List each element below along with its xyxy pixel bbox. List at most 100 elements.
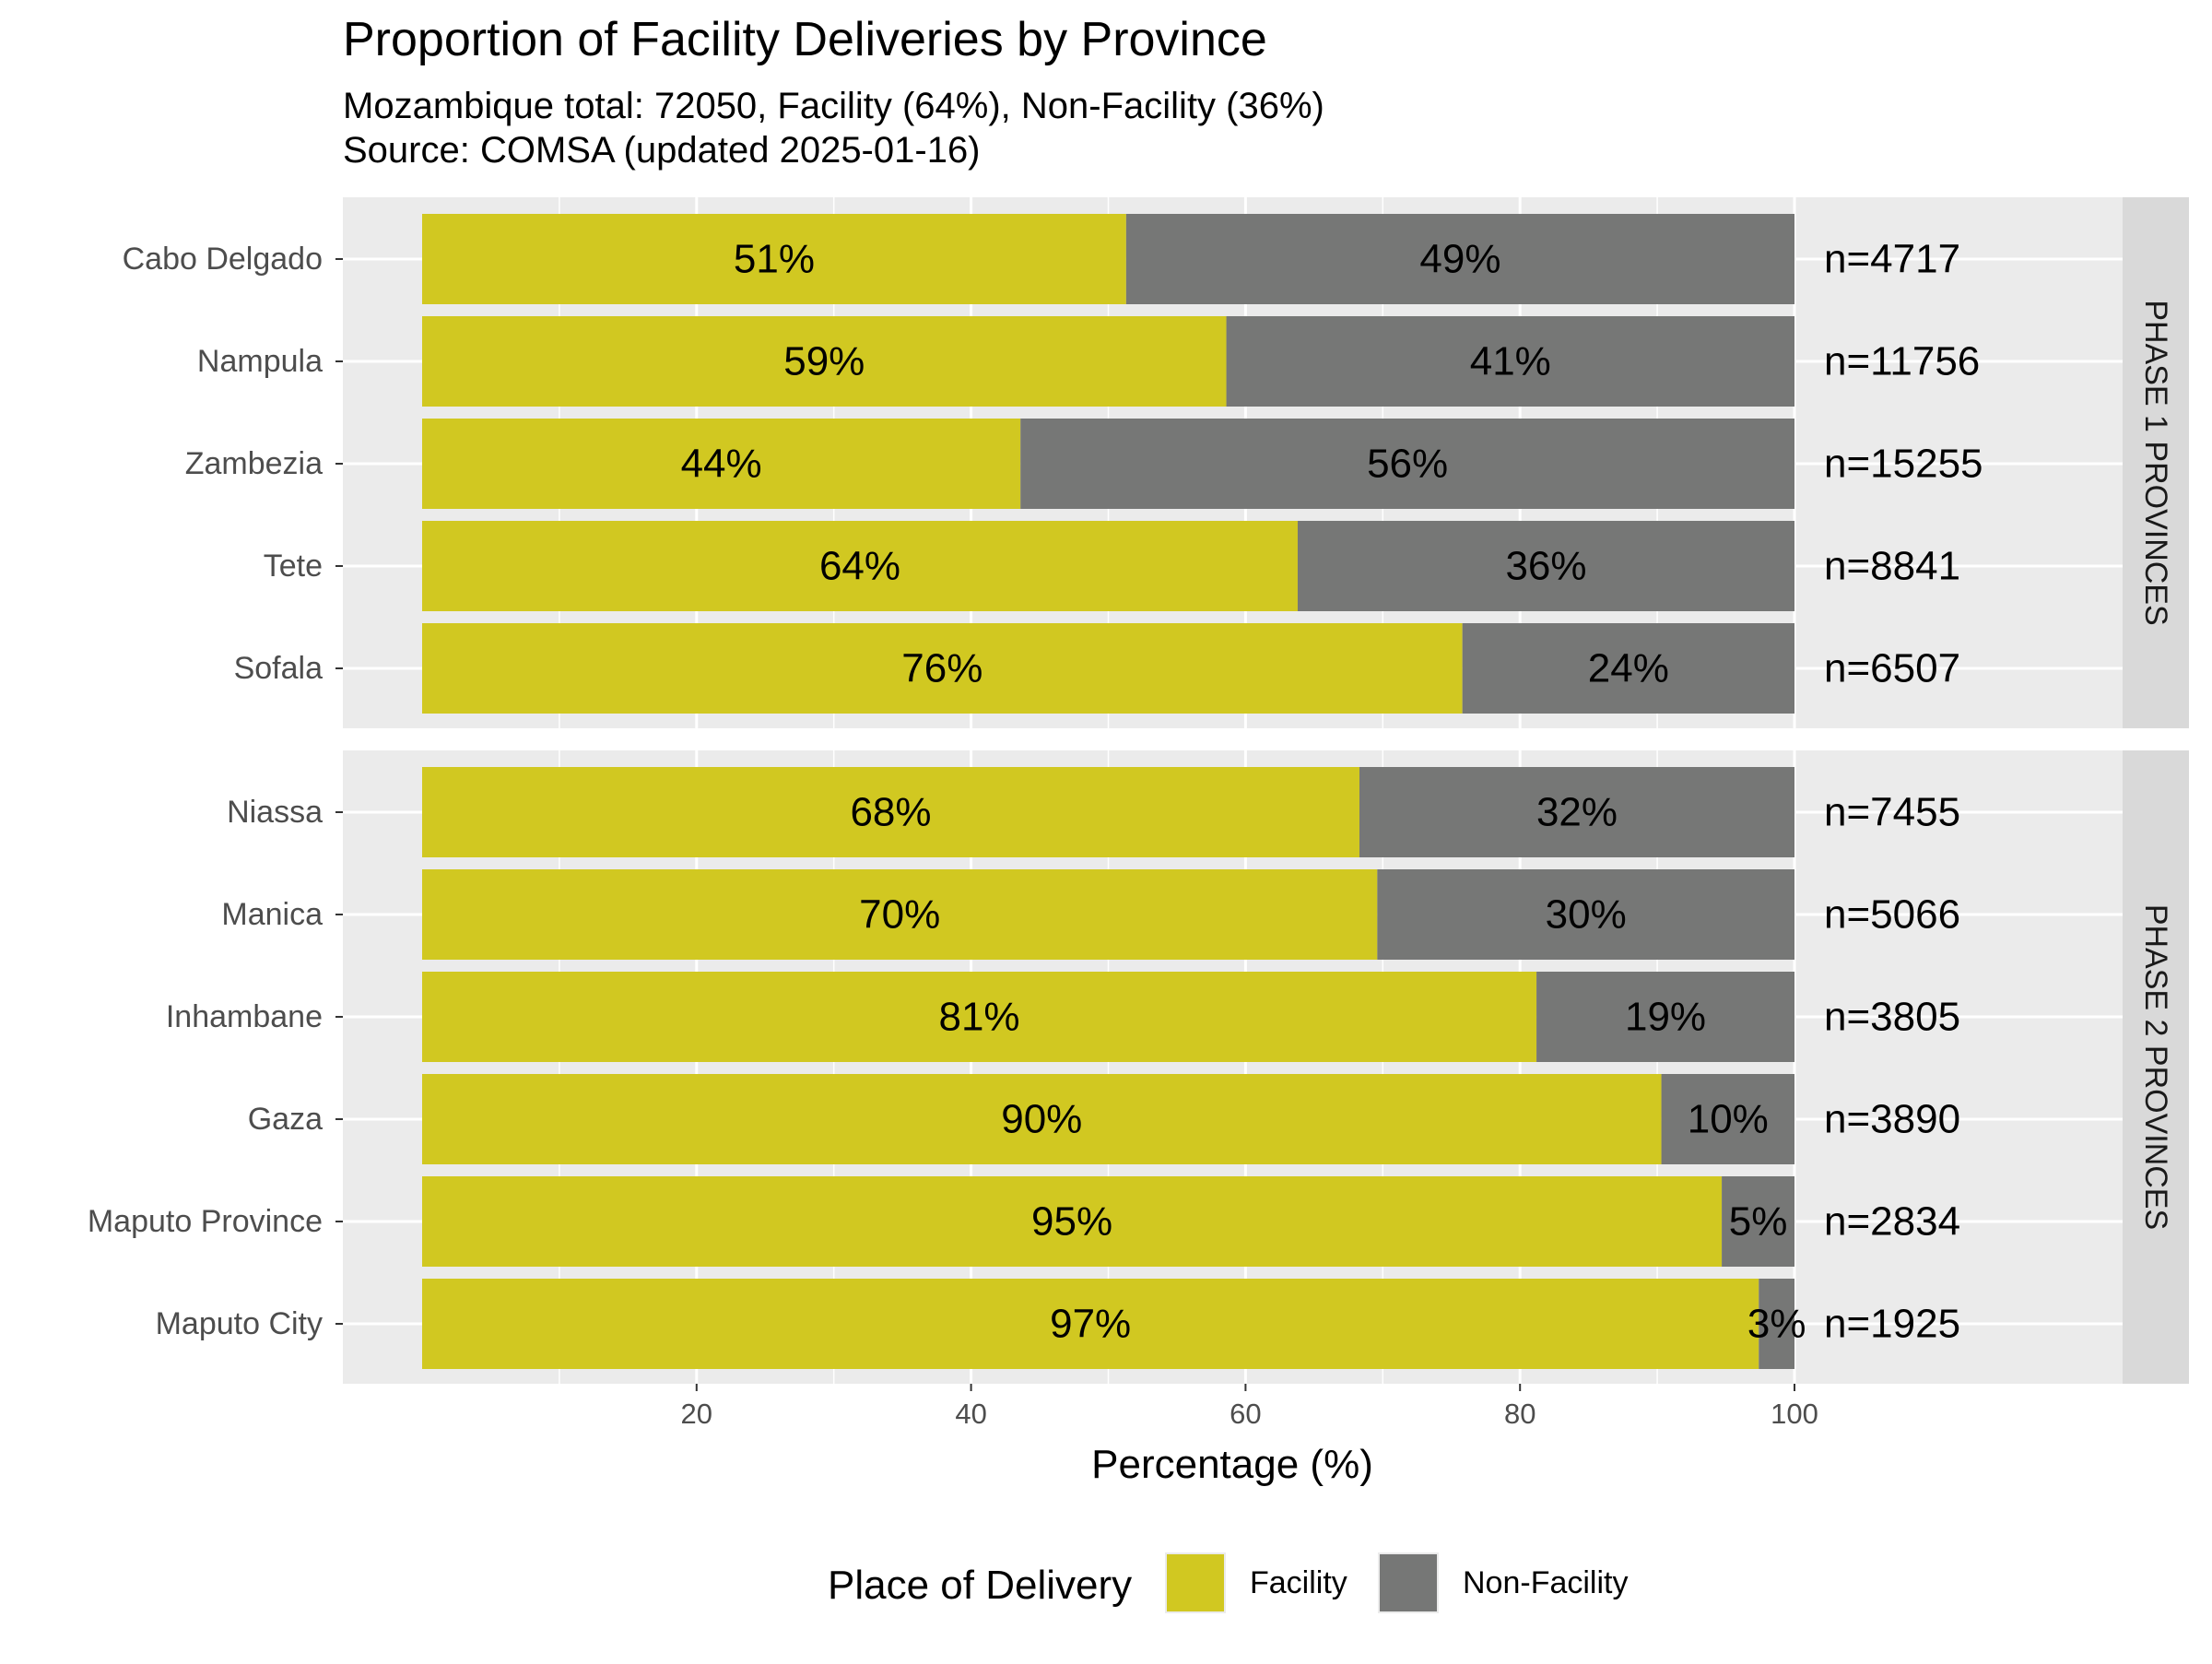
facility-bar [422, 623, 1463, 714]
non-facility-bar [1297, 521, 1794, 611]
sample-size-label: n=1925 [1824, 1302, 1960, 1347]
x-axis-title: Percentage (%) [1091, 1442, 1373, 1487]
facility-percent-label: 70% [859, 892, 940, 938]
sample-size-label: n=15255 [1824, 442, 1983, 487]
facet-strip-label: PHASE 1 PROVINCES [2138, 300, 2173, 625]
sample-size-label: n=2834 [1824, 1199, 1960, 1245]
facet-strip [2123, 750, 2189, 1384]
non-facility-percent-label: 49% [1419, 237, 1500, 282]
non-facility-bar [1536, 972, 1794, 1062]
non-facility-bar [1661, 1074, 1794, 1164]
non-facility-percent-label: 30% [1546, 892, 1627, 938]
x-tick-label: 20 [681, 1398, 712, 1430]
facility-percent-label: 51% [734, 237, 815, 282]
facility-percent-label: 68% [850, 790, 931, 835]
sample-size-label: n=8841 [1824, 544, 1960, 589]
y-tick-label: Maputo City [156, 1306, 323, 1341]
y-tick-label: Gaza [248, 1102, 323, 1137]
y-tick-label: Maputo Province [88, 1204, 323, 1239]
non-facility-bar [1462, 623, 1794, 714]
y-tick-label: Inhambane [166, 999, 323, 1034]
chart-subtitle-line-1: Mozambique total: 72050, Facility (64%),… [343, 86, 1324, 126]
plot-area: PHASE 1 PROVINCES 51% 49% n=4717 Cabo Delgad… [88, 197, 2189, 1430]
facility-bar [422, 1074, 1662, 1164]
non-facility-percent-label: 36% [1505, 544, 1586, 589]
facility-percent-label: 44% [681, 442, 762, 487]
bar-row: 64% 36% n=8841 Tete [264, 521, 2123, 611]
non-facility-bar [1722, 1176, 1794, 1267]
legend-item: Facility [1165, 1552, 1347, 1613]
facility-bar [422, 972, 1537, 1062]
non-facility-percent-label: 19% [1625, 995, 1706, 1040]
bar-row: 90% 10% n=3890 Gaza [248, 1074, 2123, 1164]
bar-row: 95% 5% n=2834 Maputo Province [88, 1176, 2123, 1267]
facility-percent-label: 76% [901, 646, 982, 691]
legend-swatch [1380, 1554, 1437, 1611]
sample-size-label: n=11756 [1824, 339, 1980, 384]
facility-percent-label: 90% [1001, 1097, 1082, 1142]
non-facility-bar [1359, 767, 1794, 857]
y-tick-label: Tete [264, 549, 323, 584]
bar-row: 70% 30% n=5066 Manica [221, 869, 2123, 960]
bar-row: 81% 19% n=3805 Inhambane [166, 972, 2123, 1062]
legend-title: Place of Delivery [828, 1563, 1132, 1608]
non-facility-percent-label: 10% [1688, 1097, 1769, 1142]
chart-title: Proportion of Facility Deliveries by Pro… [343, 13, 1267, 66]
x-tick-label: 40 [955, 1398, 986, 1430]
y-tick-label: Cabo Delgado [123, 242, 323, 277]
non-facility-bar [1759, 1279, 1794, 1369]
facility-bar [422, 214, 1126, 304]
bar-row: 76% 24% n=6507 Sofala [234, 623, 2123, 714]
legend: Place of Delivery Facility Non-Facility [828, 1552, 1628, 1613]
facility-bar [422, 767, 1359, 857]
sample-size-label: n=6507 [1824, 646, 1960, 691]
facility-bar [422, 1279, 1759, 1369]
facet-strip-label: PHASE 2 PROVINCES [2138, 904, 2173, 1230]
y-tick-label: Niassa [227, 795, 323, 830]
sample-size-label: n=5066 [1824, 892, 1960, 938]
non-facility-bar [1226, 316, 1794, 407]
facility-percent-label: 95% [1031, 1199, 1112, 1245]
facility-percent-label: 97% [1050, 1302, 1131, 1347]
bar-row: 59% 41% n=11756 Nampula [197, 316, 2123, 407]
bar-row: 51% 49% n=4717 Cabo Delgado [123, 214, 2123, 304]
y-tick-label: Zambezia [185, 446, 323, 481]
sample-size-label: n=4717 [1824, 237, 1960, 282]
facility-bar [422, 521, 1298, 611]
non-facility-percent-label: 3% [1747, 1302, 1806, 1347]
bar-row: 44% 56% n=15255 Zambezia [185, 419, 2123, 509]
y-tick-label: Manica [221, 897, 323, 932]
non-facility-bar [1377, 869, 1794, 960]
non-facility-percent-label: 56% [1367, 442, 1448, 487]
facility-percent-label: 81% [938, 995, 1019, 1040]
facility-bar [422, 419, 1021, 509]
non-facility-percent-label: 41% [1470, 339, 1551, 384]
facility-bar [422, 316, 1227, 407]
legend-label: Non-Facility [1463, 1565, 1628, 1600]
sample-size-label: n=3805 [1824, 995, 1960, 1040]
legend-item: Non-Facility [1378, 1552, 1628, 1613]
non-facility-percent-label: 5% [1729, 1199, 1788, 1245]
x-tick-label: 80 [1504, 1398, 1535, 1430]
facet-strip [2123, 197, 2189, 728]
sample-size-label: n=3890 [1824, 1097, 1960, 1142]
non-facility-bar [1020, 419, 1794, 509]
legend-label: Facility [1250, 1565, 1347, 1600]
facility-bar [422, 869, 1378, 960]
sample-size-label: n=7455 [1824, 790, 1960, 835]
bar-row: 68% 32% n=7455 Niassa [227, 767, 2123, 857]
x-tick-label: 60 [1230, 1398, 1261, 1430]
chart-subtitle-line-2: Source: COMSA (updated 2025-01-16) [343, 130, 981, 171]
non-facility-percent-label: 32% [1536, 790, 1618, 835]
y-tick-label: Nampula [197, 344, 323, 379]
non-facility-bar [1125, 214, 1794, 304]
legend-swatch [1167, 1554, 1224, 1611]
y-tick-label: Sofala [234, 651, 323, 686]
facility-percent-label: 64% [819, 544, 900, 589]
facility-bar [422, 1176, 1723, 1267]
panel-2: PHASE 2 PROVINCES 68% 32% n=7455 Niassa 70% 30… [88, 750, 2189, 1384]
non-facility-percent-label: 24% [1588, 646, 1669, 691]
facility-percent-label: 59% [783, 339, 865, 384]
